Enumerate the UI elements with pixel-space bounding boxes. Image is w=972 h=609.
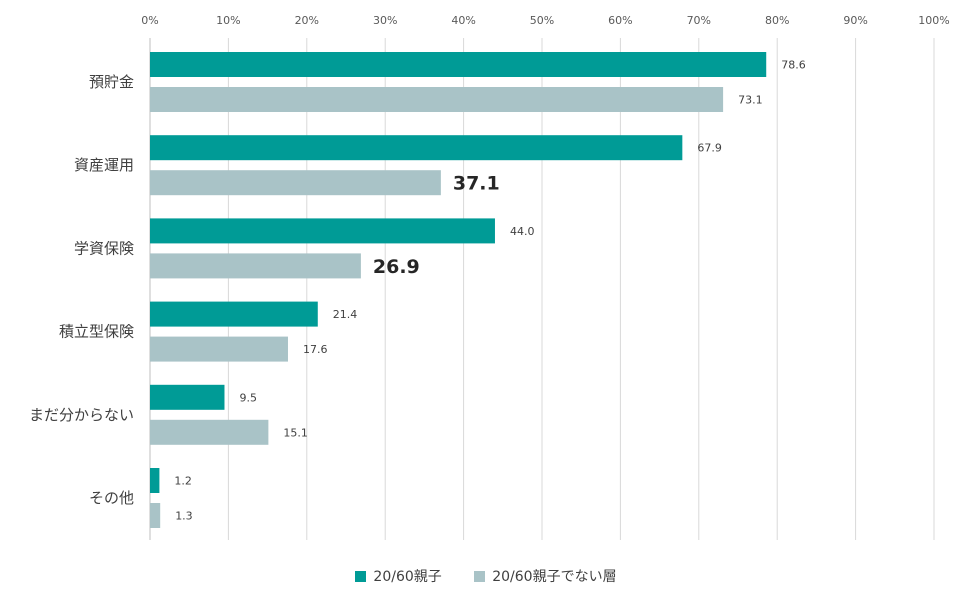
data-label-s1-c2: 44.0 [510, 225, 534, 238]
bar-s2-c5 [150, 503, 161, 528]
bar-s1-c5 [150, 468, 160, 493]
data-label-s2-c2: 26.9 [373, 256, 420, 278]
x-tick-label-5: 50% [530, 14, 554, 27]
legend-label-series-2: 20/60親子でない層 [492, 569, 617, 585]
legend: 20/60親子 20/60親子でない層 [0, 566, 972, 586]
data-label-s2-c5: 1.3 [175, 510, 193, 523]
category-label-1: 資産運用 [74, 156, 134, 174]
data-label-s1-c4: 9.5 [239, 391, 256, 404]
category-label-0: 預貯金 [89, 73, 134, 91]
category-label-2: 学資保険 [74, 239, 134, 257]
x-tick-label-7: 70% [687, 14, 711, 27]
x-tick-label-10: 100% [918, 14, 949, 27]
legend-swatch-series-1 [355, 570, 367, 582]
data-label-s1-c1: 67.9 [697, 142, 722, 155]
legend-item-series-2: 20/60親子でない層 [474, 566, 617, 586]
data-label-s2-c4: 15.1 [283, 426, 308, 439]
category-label-3: 積立型保険 [59, 323, 134, 341]
bar-s2-c2 [150, 253, 361, 279]
bar-s1-c2 [150, 218, 495, 244]
data-label-s2-c0: 73.1 [738, 94, 763, 107]
bar-s2-c4 [150, 419, 269, 445]
legend-label-series-1: 20/60親子 [373, 569, 442, 585]
data-label-s1-c0: 78.6 [781, 59, 806, 72]
bar-s2-c0 [150, 87, 724, 112]
bar-s1-c4 [150, 384, 225, 410]
legend-item-series-1: 20/60親子 [355, 566, 442, 586]
legend-swatch-series-2 [474, 570, 486, 582]
data-label-s2-c3: 17.6 [303, 343, 328, 356]
x-tick-label-3: 30% [373, 14, 397, 27]
bar-s2-c1 [150, 170, 441, 196]
x-tick-label-8: 80% [765, 14, 789, 27]
data-label-s2-c1: 37.1 [453, 173, 500, 195]
data-label-s1-c5: 1.2 [174, 475, 192, 488]
bar-s2-c3 [150, 336, 288, 362]
x-tick-label-1: 10% [216, 14, 240, 27]
x-tick-label-0: 0% [141, 14, 158, 27]
x-tick-label-4: 40% [451, 14, 475, 27]
x-tick-label-2: 20% [295, 14, 319, 27]
x-tick-label-9: 90% [843, 14, 867, 27]
category-label-4: まだ分からない [29, 406, 134, 424]
bar-s1-c0 [150, 52, 767, 77]
category-label-5: その他 [89, 489, 134, 507]
bar-s1-c3 [150, 301, 318, 327]
bar-chart: 0% 10% 20% 30% 40% 50% 60% 70% 80% 90% 100% 預貯金 78.6… [29, 14, 950, 540]
bar-s1-c1 [150, 135, 683, 161]
data-label-s1-c3: 21.4 [333, 308, 358, 321]
x-tick-label-6: 60% [608, 14, 632, 27]
